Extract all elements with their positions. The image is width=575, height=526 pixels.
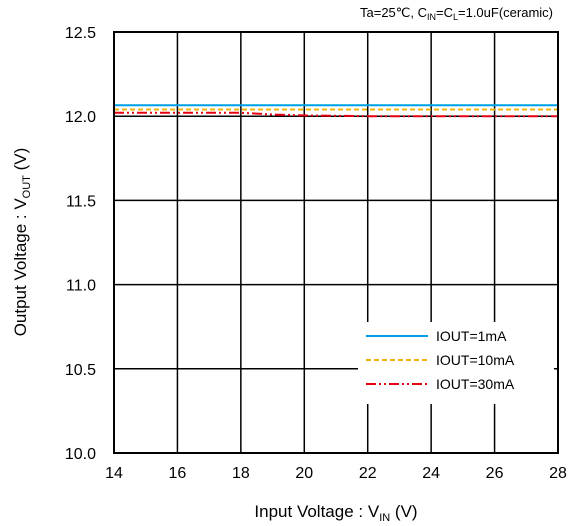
y-tick-label: 10.5 <box>65 362 96 379</box>
y-tick-label: 12.5 <box>65 25 96 42</box>
x-tick-label: 20 <box>295 465 313 482</box>
legend: IOUT=1mA IOUT=10mA IOUT=30mA <box>358 322 554 404</box>
series-line-3 <box>114 111 558 118</box>
y-tick-label: 11.0 <box>66 278 96 295</box>
x-tick-label: 24 <box>422 465 440 482</box>
legend-label-2: IOUT=10mA <box>436 352 515 368</box>
x-tick-label: 16 <box>169 465 187 482</box>
y-tick-label: 12.0 <box>65 109 96 126</box>
series-lines <box>114 104 558 118</box>
y-axis-label: Output Voltage : VOUT (V) <box>11 148 33 337</box>
y-tick-label: 11.5 <box>66 193 96 210</box>
legend-label-3: IOUT=30mA <box>436 376 515 392</box>
x-tick-label: 26 <box>486 465 504 482</box>
legend-label-1: IOUT=1mA <box>436 328 507 344</box>
x-tick-label: 22 <box>359 465 377 482</box>
test-condition-label: Ta=25℃, CIN=CL=1.0uF(ceramic) <box>360 5 553 22</box>
x-axis-label: Input Voltage : VIN (V) <box>254 502 417 524</box>
plot-frame <box>113 31 559 454</box>
x-tick-label: 18 <box>232 465 250 482</box>
x-tick-labels: 14 16 18 20 22 24 26 28 <box>105 465 567 482</box>
y-tick-labels: 10.0 10.5 11.0 11.5 12.0 12.5 <box>65 25 96 463</box>
x-tick-label: 28 <box>549 465 567 482</box>
y-tick-label: 10.0 <box>65 446 96 463</box>
x-tick-label: 14 <box>105 465 123 482</box>
